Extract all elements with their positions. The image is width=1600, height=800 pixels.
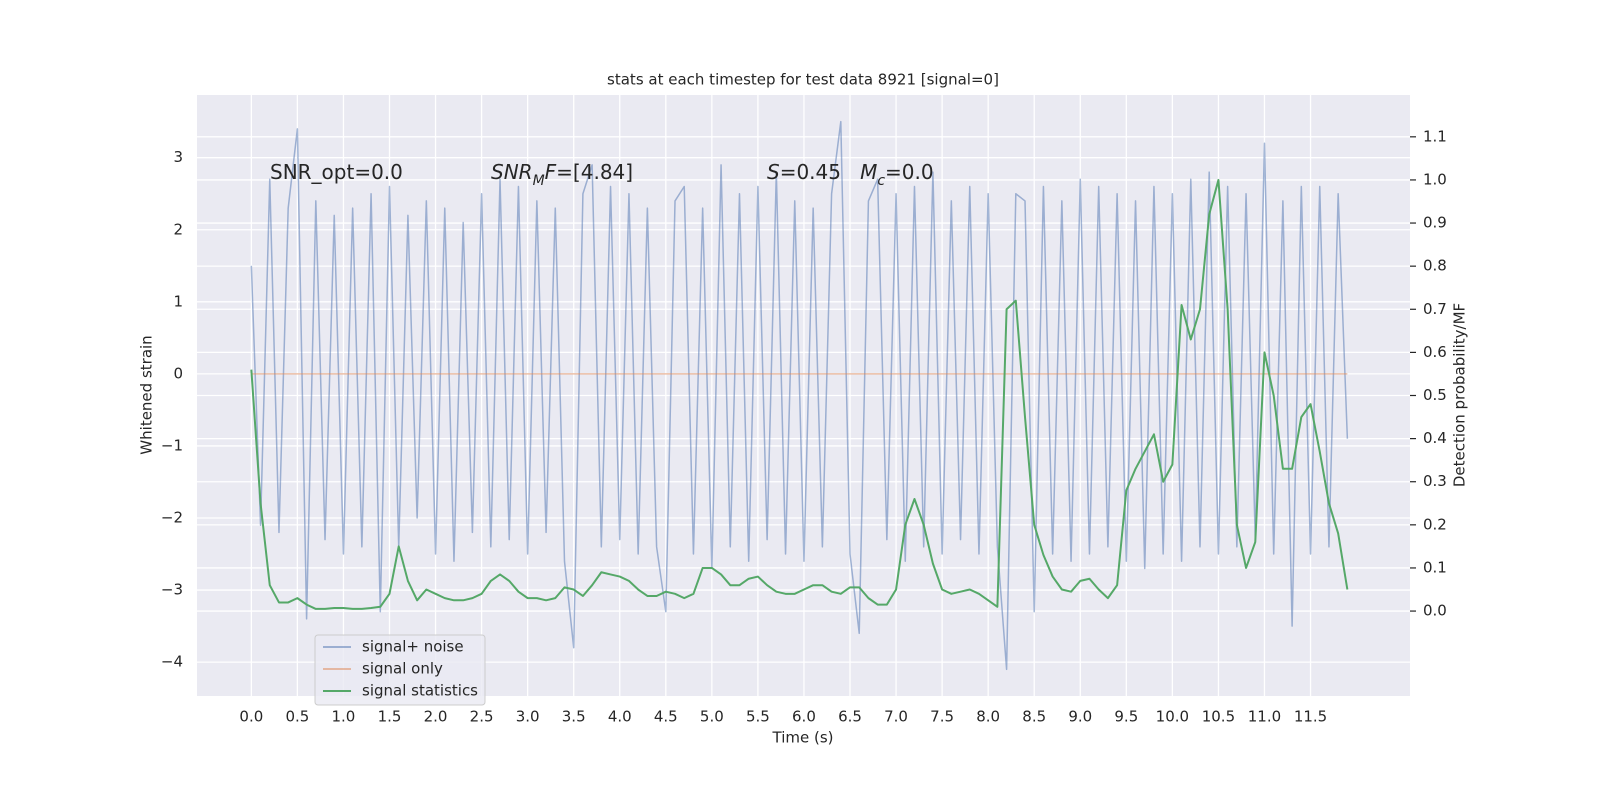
- x-tick-label: 9.0: [1068, 708, 1092, 726]
- x-tick-label: 4.5: [654, 708, 678, 726]
- x-tick-label: 7.5: [930, 708, 954, 726]
- legend-label: signal+ noise: [362, 638, 464, 656]
- x-tick-label: 6.0: [792, 708, 816, 726]
- x-tick-label: 11.0: [1248, 708, 1281, 726]
- series-line: [250, 178, 1349, 610]
- annotation-part: F: [545, 160, 557, 184]
- annotation-part: =[4.84]: [556, 160, 633, 184]
- annotation-part: S: [767, 160, 780, 184]
- y2-tick-label: 0.8: [1423, 257, 1447, 275]
- x-tick-label: 5.5: [746, 708, 770, 726]
- annotation-part: SNR_opt=0.0: [270, 160, 403, 184]
- legend: signal+ noise signal only signal statistic…: [314, 634, 486, 706]
- y2-tick-label: 0.7: [1423, 300, 1447, 318]
- x-tick-label: 2.5: [470, 708, 494, 726]
- y2-tick-label: 1.1: [1423, 127, 1447, 145]
- y-tick-label: −2: [161, 509, 183, 527]
- x-tick-label: 11.5: [1294, 708, 1327, 726]
- y-axis-label: Whitened strain: [138, 335, 156, 454]
- chart-title: stats at each timestep for test data 892…: [607, 71, 999, 89]
- y2-tick-label: 1.0: [1423, 170, 1447, 188]
- y-tick-label: 2: [173, 220, 183, 238]
- y2-tick-label: 0.2: [1423, 515, 1447, 533]
- annotation-part: M: [860, 160, 877, 184]
- x-tick-label: 3.5: [562, 708, 586, 726]
- x-tick-label: 10.5: [1202, 708, 1235, 726]
- x-tick-label: 8.5: [1022, 708, 1046, 726]
- y2-tick-label: 0.1: [1423, 558, 1447, 576]
- annotation-part: =0.45: [780, 160, 860, 184]
- annotation: SNR_opt=0.0: [270, 160, 403, 184]
- y2-tick-label: 0.3: [1423, 472, 1447, 490]
- x-axis-label: Time (s): [772, 729, 834, 747]
- x-tick-label: 2.0: [424, 708, 448, 726]
- x-tick-label: 6.5: [838, 708, 862, 726]
- y-tick-label: 3: [173, 148, 183, 166]
- x-tick-label: 0.0: [239, 708, 263, 726]
- annotation: S=0.45 Mc=0.0: [767, 160, 934, 190]
- y2-tick-label: 0.4: [1423, 429, 1447, 447]
- y2-tick-label: 0.5: [1423, 386, 1447, 404]
- x-tick-label: 8.0: [976, 708, 1000, 726]
- x-tick-label: 3.0: [516, 708, 540, 726]
- y-tick-label: −4: [161, 653, 183, 671]
- annotation-part: M: [533, 173, 545, 189]
- x-tick-label: 4.0: [608, 708, 632, 726]
- x-tick-label: 9.5: [1114, 708, 1138, 726]
- lines: [250, 120, 1349, 671]
- x-tick-label: 0.5: [285, 708, 309, 726]
- annotation-part: c: [877, 173, 885, 189]
- x-tick-label: 7.0: [884, 708, 908, 726]
- y2-tick-label: 0.9: [1423, 214, 1447, 232]
- legend-label: signal statistics: [362, 682, 478, 700]
- x-tick-label: 1.5: [378, 708, 402, 726]
- legend-box: [314, 634, 486, 706]
- legend-label: signal only: [362, 660, 443, 678]
- y-tick-label: −1: [161, 436, 183, 454]
- y2-axis-label: Detection probability/MF: [1451, 303, 1469, 487]
- annotations: SNR_opt=0.0 SNRMF=[4.84] S=0.45 Mc=0.0: [270, 160, 934, 190]
- annotation-part: =0.0: [885, 160, 934, 184]
- x-tick-label: 1.0: [332, 708, 356, 726]
- y-tick-label: −3: [161, 581, 183, 599]
- y-tick-label: 0: [173, 364, 183, 382]
- y-tick-label: 1: [173, 292, 183, 310]
- x-tick-label: 5.0: [700, 708, 724, 726]
- annotation-part: SNR: [491, 160, 533, 184]
- y2-tick-label: 0.0: [1423, 602, 1447, 620]
- y2-tick-label: 0.6: [1423, 343, 1447, 361]
- annotation: SNRMF=[4.84]: [491, 160, 633, 190]
- x-tick-label: 10.0: [1156, 708, 1189, 726]
- series-line: [250, 120, 1349, 671]
